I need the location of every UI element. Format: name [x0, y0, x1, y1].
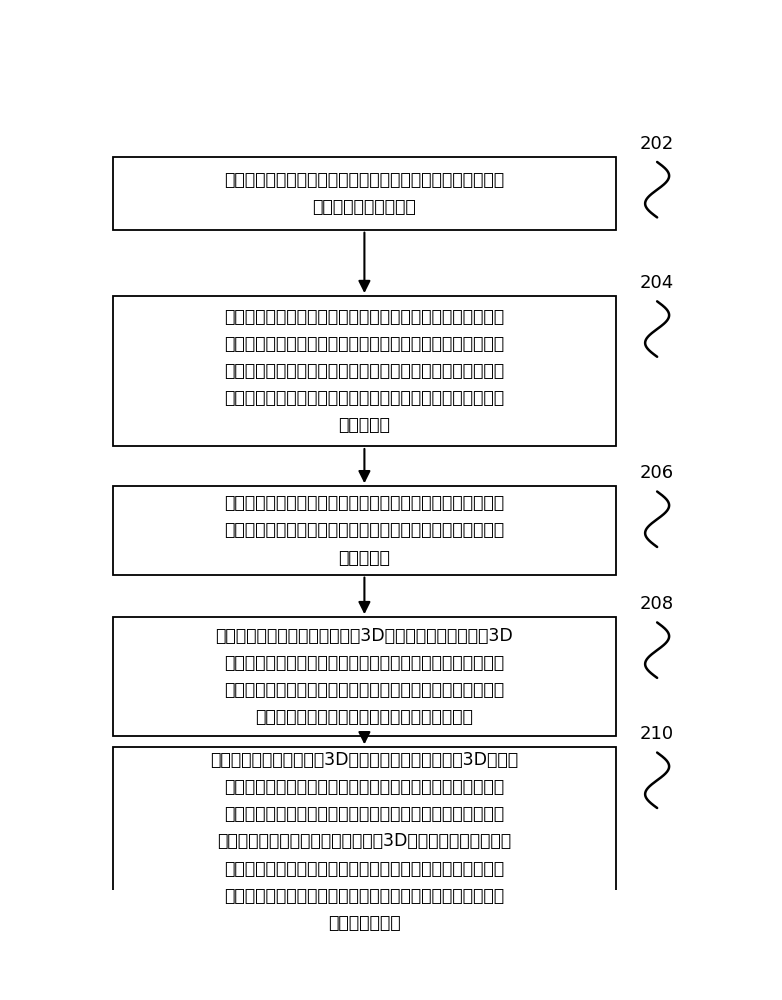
- Text: 根据当前时刻以及前一时刻之间相机的运动数据，确定相机移
动之后的初始位姿数据: 根据当前时刻以及前一时刻之间相机的运动数据，确定相机移 动之后的初始位姿数据: [224, 171, 504, 216]
- Text: 202: 202: [640, 135, 674, 153]
- FancyBboxPatch shape: [113, 617, 616, 736]
- FancyBboxPatch shape: [113, 747, 616, 936]
- FancyBboxPatch shape: [113, 157, 616, 230]
- FancyBboxPatch shape: [113, 296, 616, 446]
- Text: 206: 206: [640, 464, 674, 482]
- Text: 基于当前帧深度图像，生成局部3D点云数据，其中，局部3D
点云数据中包括多个点云数据，每个点云数据用于标识当前时
刻相机视野中一个空间点的坐标信息，且每一空间点: 基于当前帧深度图像，生成局部3D点云数据，其中，局部3D 点云数据中包括多个点云…: [216, 627, 513, 726]
- Text: 208: 208: [640, 595, 674, 613]
- Text: 将当前帧彩色图像与前一帧彩色图像进行对比，在当前帧彩色
图像和前一帧彩色图像之间进行特征点匹配，根据匹配结果生
成特征点跟踪数据，其中，特征点跟踪数据包括匹配成: 将当前帧彩色图像与前一帧彩色图像进行对比，在当前帧彩色 图像和前一帧彩色图像之间…: [224, 308, 504, 434]
- Text: 对初始位姿数据以及特征点跟踪数据进行滤波处理，利用特征
点跟踪数据对初始位姿数据进行校准，确定相机移动之后的中
间位姿数据: 对初始位姿数据以及特征点跟踪数据进行滤波处理，利用特征 点跟踪数据对初始位姿数据…: [224, 494, 504, 567]
- Text: 基于中间位姿数据、局部3D点云数据以及缓存的全局3D点云数
据，利用第一优化策略对中间位姿数据进行优化，确定相机移
动之后的目标位姿数据，并将目标位姿数据确定为: 基于中间位姿数据、局部3D点云数据以及缓存的全局3D点云数 据，利用第一优化策略…: [210, 751, 518, 932]
- FancyBboxPatch shape: [113, 486, 616, 575]
- Text: 210: 210: [640, 725, 674, 743]
- Text: 204: 204: [640, 274, 674, 292]
